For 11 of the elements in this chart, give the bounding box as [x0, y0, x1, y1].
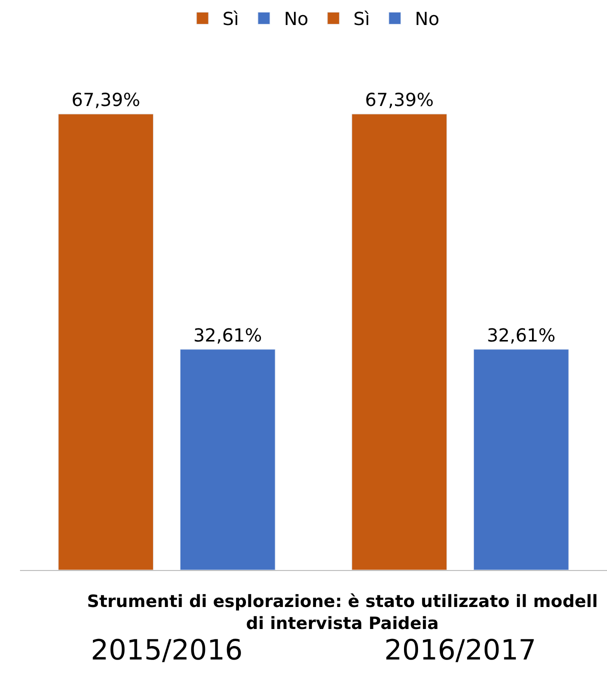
- x-tick-label: 2015/2016: [90, 634, 243, 667]
- legend-label: No: [284, 9, 308, 30]
- legend-label: Sì: [222, 9, 239, 30]
- data-label: 32,61%: [486, 325, 556, 346]
- legend-label: No: [414, 9, 440, 30]
- legend-label: Sì: [353, 9, 370, 30]
- data-label: 32,61%: [193, 325, 262, 346]
- x-axis-title: Strumenti di esplorazione: è stato utilizzato il modell di intervista Paideia: [87, 592, 598, 634]
- data-label: 67,39%: [72, 90, 140, 111]
- data-label: 67,39%: [365, 90, 434, 111]
- x-tick-label: 2016/2017: [384, 634, 536, 667]
